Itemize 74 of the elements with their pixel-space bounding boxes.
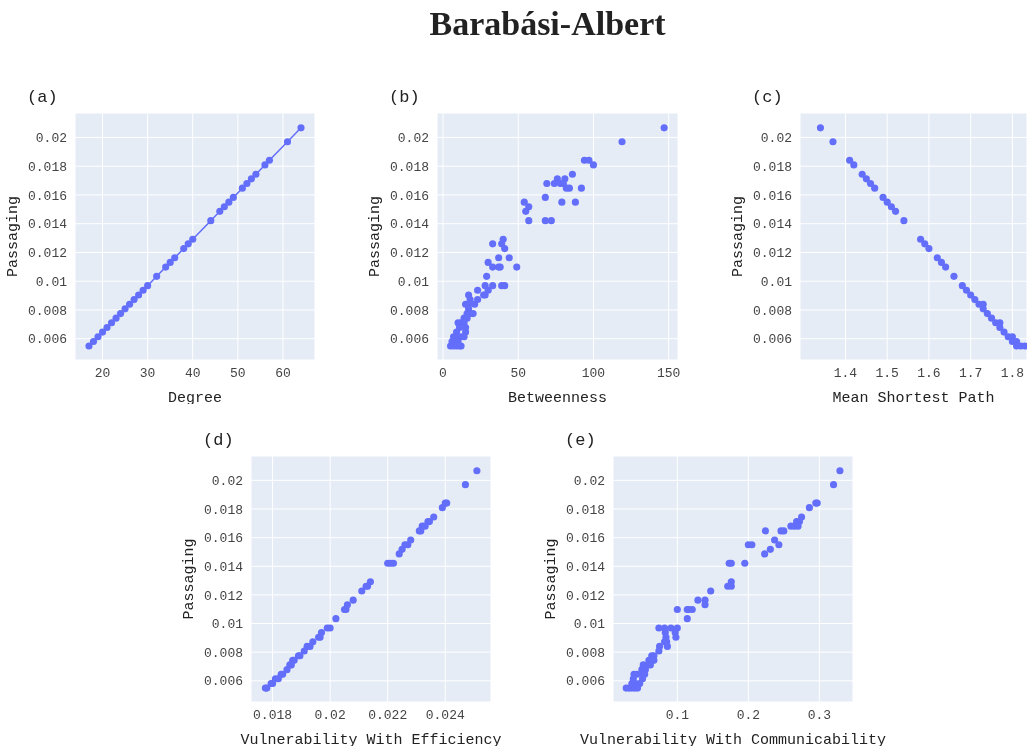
y-tick-label: 0.02: [573, 473, 605, 489]
x-tick-label: 50: [510, 366, 527, 382]
y-tick-label: 0.014: [27, 217, 68, 233]
chart-title: (b): [389, 88, 420, 108]
y-tick-label: 0.008: [565, 645, 605, 661]
x-tick-label: 50: [230, 366, 246, 382]
y-tick-label: 0.018: [752, 159, 792, 175]
y-tick-label: 0.012: [565, 588, 605, 604]
y-tick-label: 0.016: [752, 188, 792, 204]
chart-title: (c): [752, 88, 783, 108]
y-tick-label: 0.008: [27, 303, 67, 319]
y-tick-label: 0.01: [397, 274, 430, 290]
y-tick-label: 0.006: [565, 674, 605, 690]
y-tick-label: 0.01: [211, 617, 244, 633]
y-tick-label: 0.02: [760, 131, 792, 147]
x-tick-label: 1.8: [1000, 366, 1025, 382]
y-tick-label: 0.016: [565, 531, 605, 547]
y-tick-label: 0.018: [203, 502, 243, 518]
x-axis-title: Betweenness: [507, 390, 608, 407]
y-axis-title: Passaging: [367, 195, 385, 278]
y-tick-label: 0.014: [203, 559, 244, 575]
x-tick-label: 1.4: [833, 366, 858, 382]
y-tick-label: 0.014: [389, 217, 430, 233]
x-tick-label: 0.3: [807, 708, 832, 724]
x-tick-label: 0.02: [314, 708, 346, 724]
text: Barabási-Albert: [428, 5, 667, 43]
y-tick-label: 0.018: [565, 502, 605, 518]
x-tick-label: 0.2: [736, 708, 761, 724]
x-tick-label: 30: [139, 366, 156, 382]
y-tick-label: 0.018: [27, 159, 67, 175]
y-tick-label: 0.012: [389, 246, 429, 262]
y-tick-label: 0.012: [27, 246, 67, 262]
y-tick-label: 0.016: [203, 531, 243, 547]
y-tick-label: 0.01: [573, 617, 606, 633]
y-tick-label: 0.018: [389, 159, 429, 175]
y-tick-label: 0.008: [203, 645, 243, 661]
y-tick-label: 0.016: [27, 188, 67, 204]
x-axis-title: Mean Shortest Path: [832, 390, 995, 407]
y-tick-label: 0.012: [203, 588, 243, 604]
x-tick-label: 0.022: [368, 708, 408, 724]
y-tick-label: 0.014: [565, 559, 606, 575]
y-tick-label: 0.02: [35, 131, 67, 147]
y-tick-label: 0.006: [27, 332, 67, 348]
y-tick-label: 0.02: [397, 131, 429, 147]
x-tick-label: 1.7: [958, 366, 983, 382]
x-tick-label: 20: [94, 366, 111, 382]
x-tick-label: 0.018: [253, 708, 293, 724]
y-tick-label: 0.012: [752, 246, 792, 262]
x-tick-label: 1.6: [917, 366, 941, 382]
y-tick-label: 0.006: [389, 332, 429, 348]
y-axis-title: Passaging: [730, 195, 748, 278]
y-tick-label: 0.01: [760, 274, 793, 290]
x-tick-label: 150: [656, 366, 681, 382]
x-tick-label: 40: [184, 366, 201, 382]
x-tick-label: 0.1: [665, 708, 690, 724]
x-tick-label: 1.5: [875, 366, 899, 382]
y-tick-label: 0.006: [752, 332, 792, 348]
chart-title: (e): [565, 431, 596, 451]
chart-title: (a): [27, 88, 58, 108]
y-tick-label: 0.016: [389, 188, 429, 204]
y-tick-label: 0.01: [35, 274, 68, 290]
y-tick-label: 0.008: [752, 303, 792, 319]
x-tick-label: 0.024: [425, 708, 465, 724]
x-tick-label: 100: [581, 366, 606, 382]
x-tick-label: 0: [439, 366, 447, 382]
y-tick-label: 0.006: [203, 674, 243, 690]
chart-title: (d): [203, 431, 234, 451]
y-tick-label: 0.02: [211, 473, 243, 489]
y-axis-title: Passaging: [181, 538, 199, 620]
y-tick-label: 0.014: [752, 217, 793, 233]
x-tick-label: 60: [275, 366, 291, 382]
y-axis-title: Passaging: [5, 195, 23, 278]
y-tick-label: 0.008: [389, 303, 429, 319]
y-axis-title: Passaging: [543, 538, 561, 620]
